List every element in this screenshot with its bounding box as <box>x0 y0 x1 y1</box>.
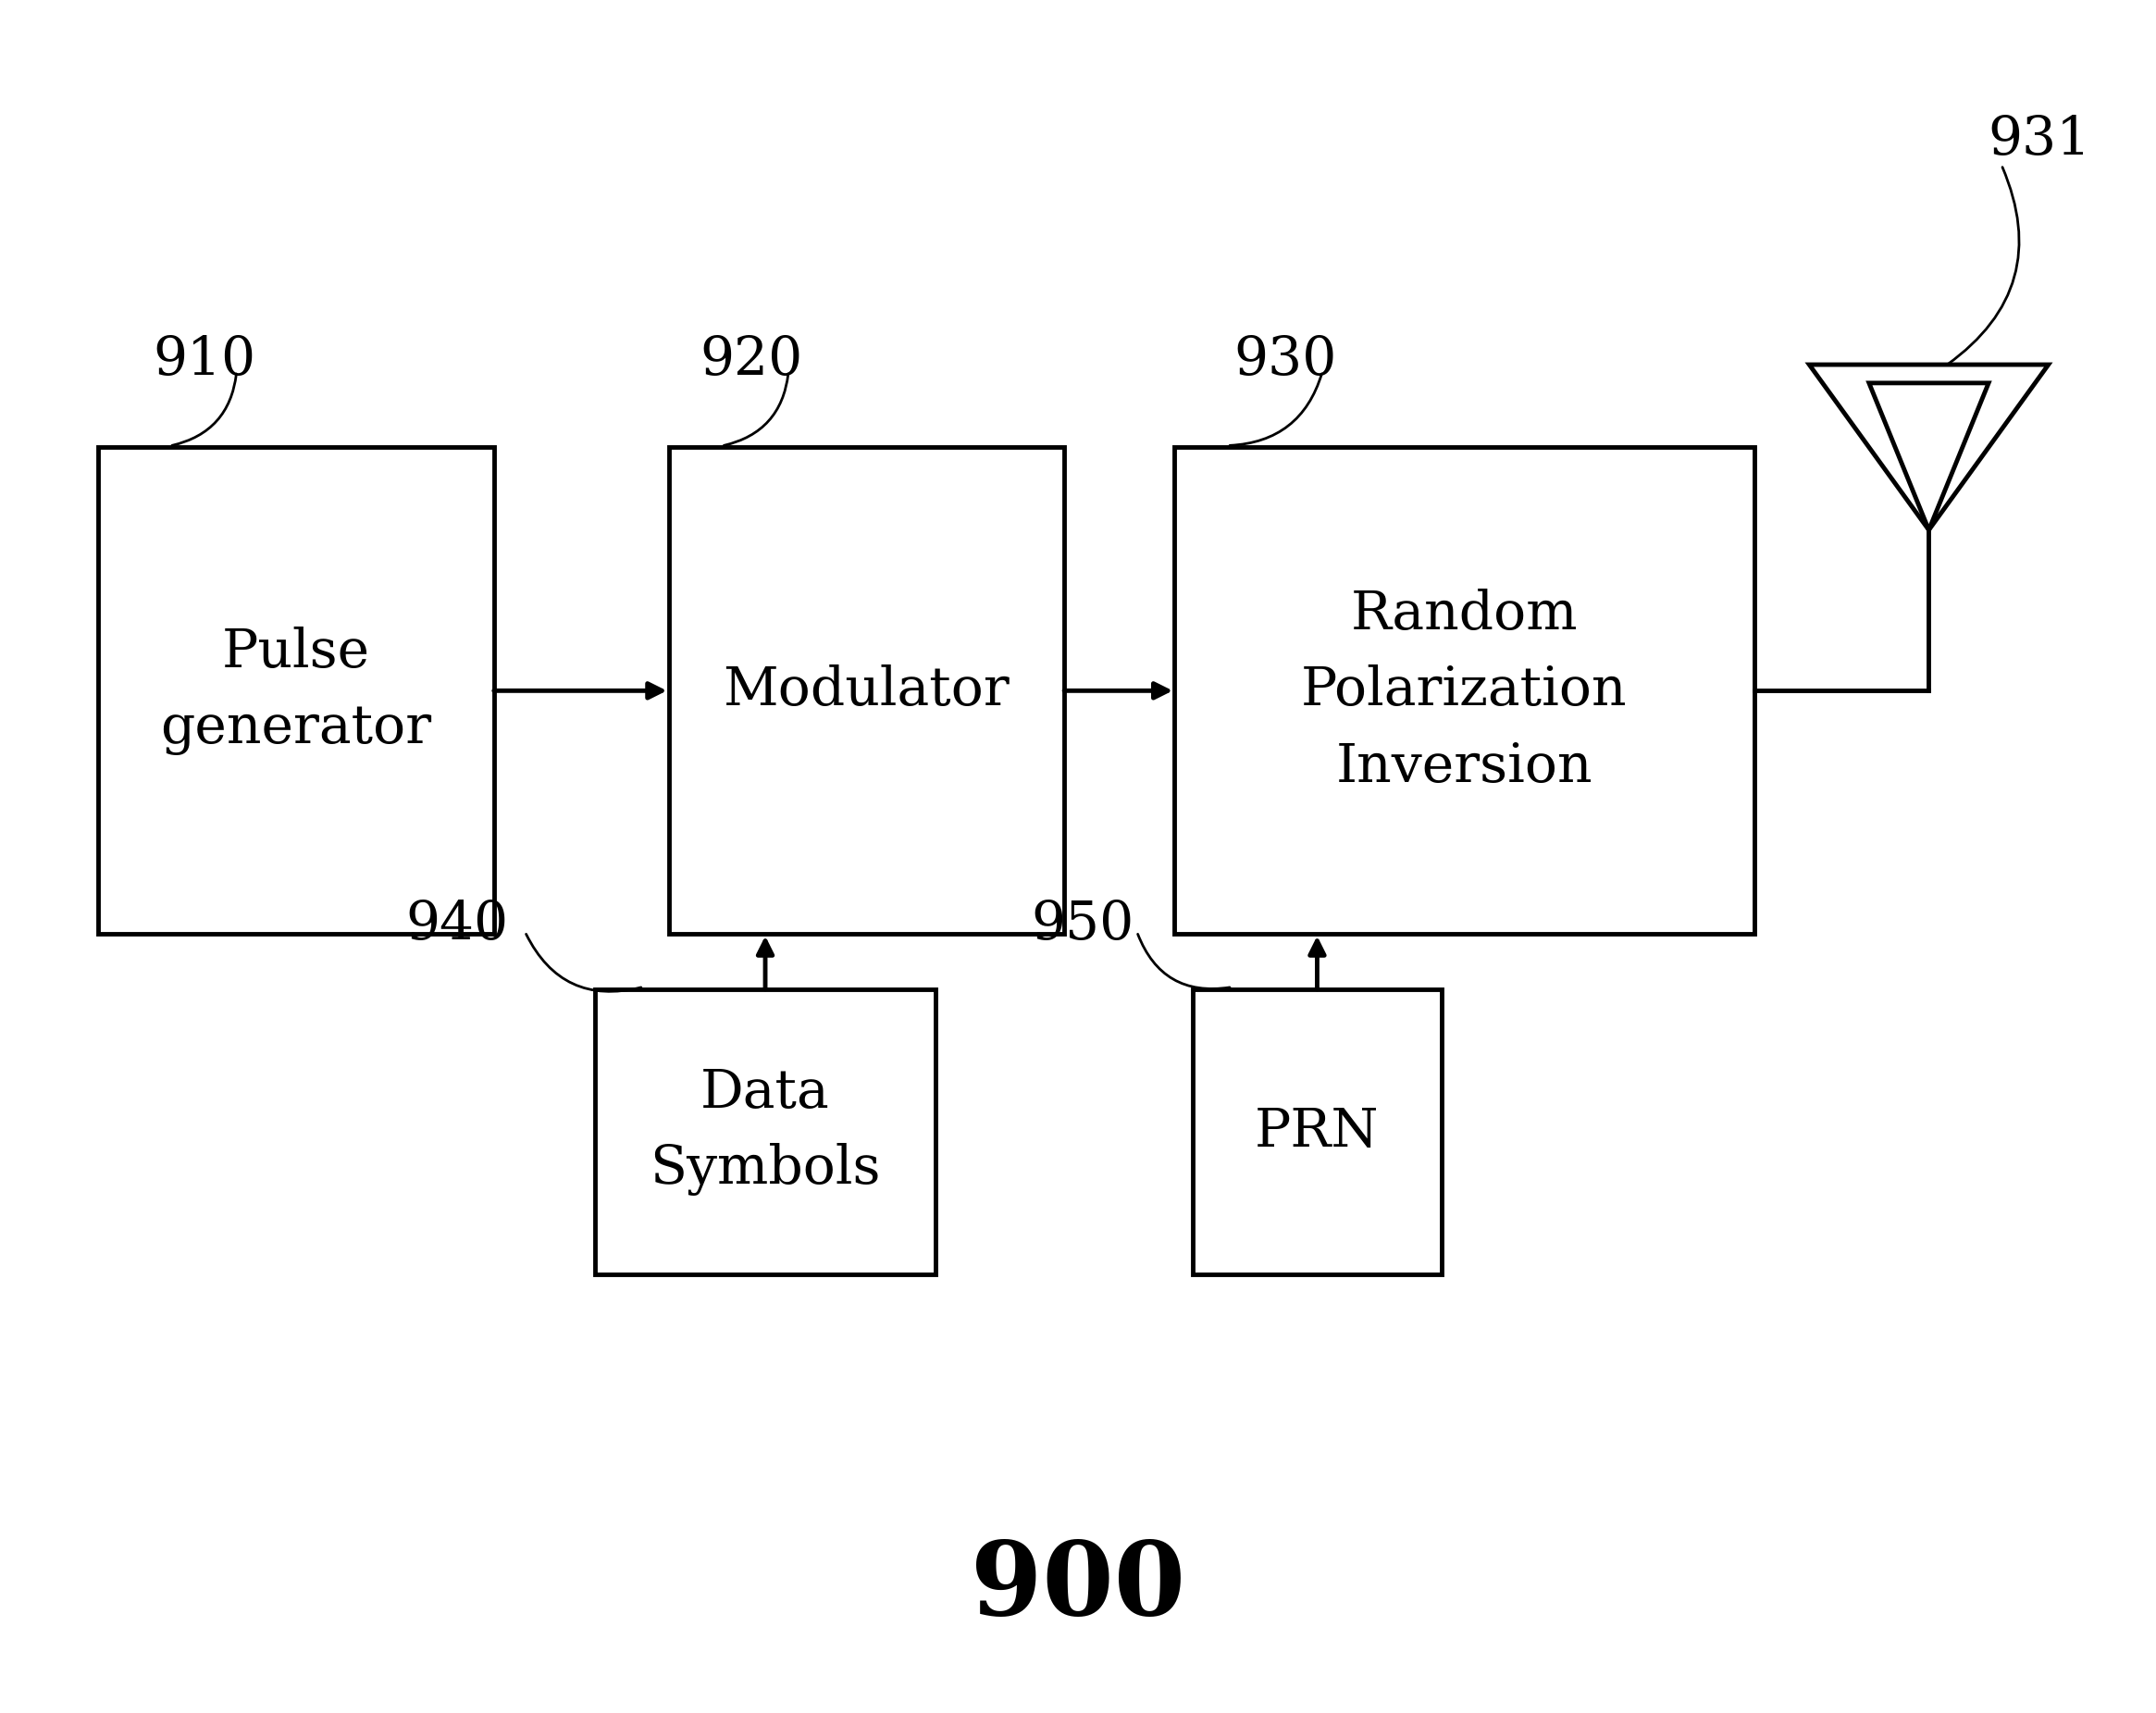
Text: 900: 900 <box>970 1537 1186 1636</box>
Text: 930: 930 <box>1233 334 1337 385</box>
Text: 950: 950 <box>1031 899 1134 951</box>
Bar <box>99 447 494 934</box>
Text: Data
Symbols: Data Symbols <box>649 1067 880 1196</box>
Text: 940: 940 <box>405 899 509 951</box>
Text: 910: 910 <box>153 334 257 385</box>
Text: Pulse
generator: Pulse generator <box>160 627 431 755</box>
Text: PRN: PRN <box>1255 1105 1380 1158</box>
Text: 920: 920 <box>701 334 802 385</box>
Text: Modulator: Modulator <box>722 665 1009 716</box>
Text: 931: 931 <box>1988 113 2091 166</box>
Bar <box>668 447 1065 934</box>
Bar <box>1192 988 1442 1274</box>
Bar <box>1175 447 1755 934</box>
Bar <box>595 988 936 1274</box>
Text: Random
Polarization
Inversion: Random Polarization Inversion <box>1302 589 1628 793</box>
